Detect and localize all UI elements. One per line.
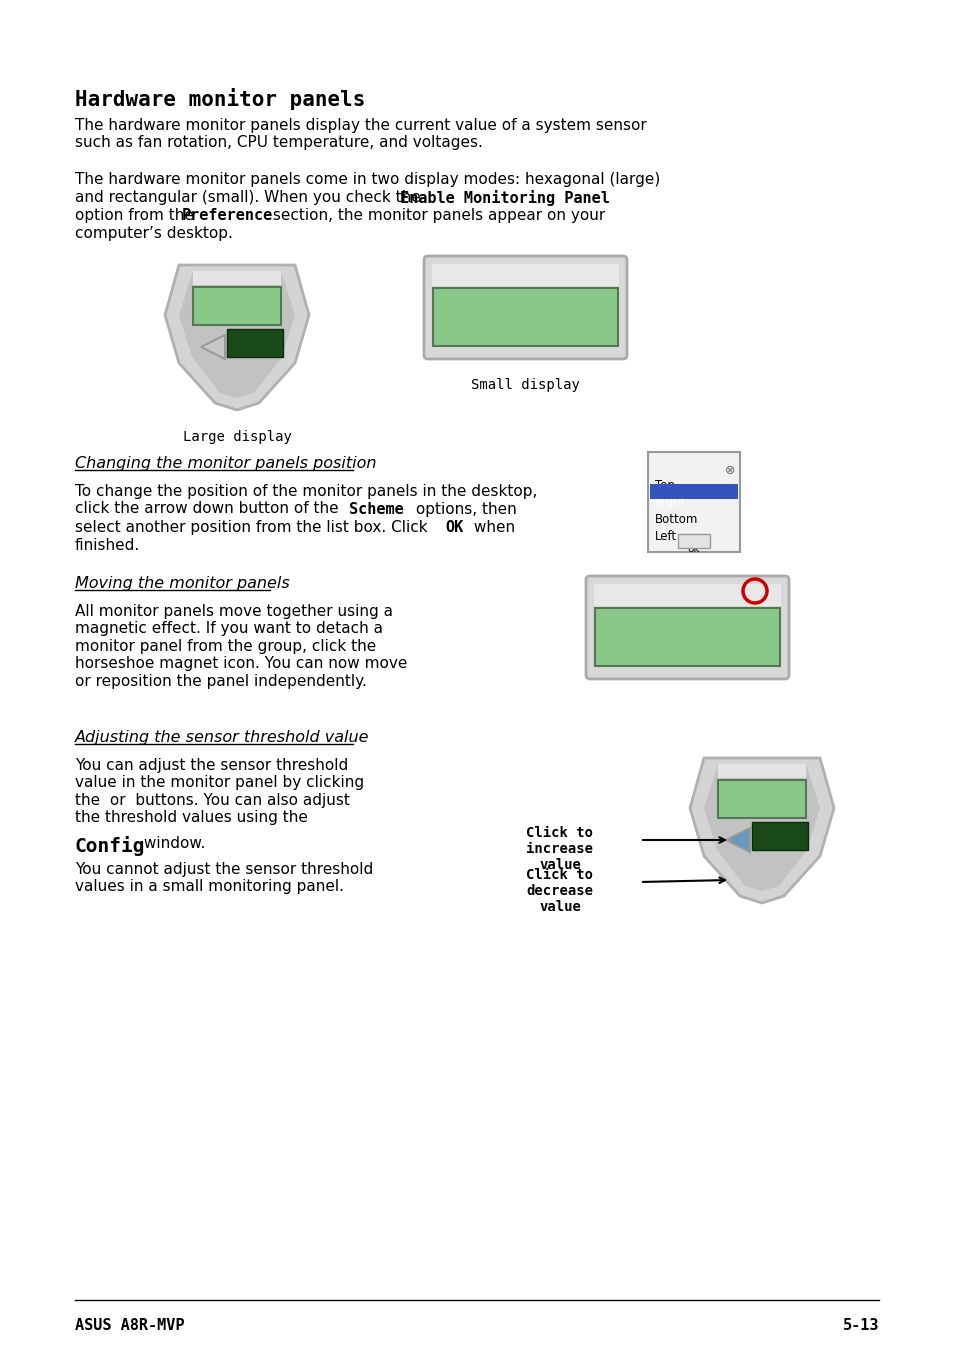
Text: Bottom: Bottom (655, 513, 698, 526)
Text: Config: Config (75, 836, 146, 857)
Text: Top: Top (655, 480, 674, 492)
Text: window.: window. (139, 836, 205, 851)
FancyBboxPatch shape (649, 484, 738, 499)
Text: and rectangular (small). When you check the: and rectangular (small). When you check … (75, 190, 425, 205)
Text: 3341 RPM: 3341 RPM (481, 309, 568, 328)
Text: Enable Monitoring Panel: Enable Monitoring Panel (399, 190, 609, 205)
Text: You cannot adjust the sensor threshold
values in a small monitoring panel.: You cannot adjust the sensor threshold v… (75, 862, 373, 894)
Text: Right: Right (655, 496, 685, 509)
Text: Small display: Small display (470, 378, 578, 392)
Polygon shape (718, 765, 805, 778)
Text: Hardware monitor panels: Hardware monitor panels (75, 88, 365, 109)
Text: Click to
decrease
value: Click to decrease value (526, 867, 593, 915)
Text: 7000: 7000 (240, 339, 270, 351)
Text: ≡⊗: ≡⊗ (234, 382, 255, 396)
FancyBboxPatch shape (423, 255, 626, 359)
Polygon shape (201, 335, 225, 359)
FancyBboxPatch shape (751, 821, 807, 850)
Text: ⊗: ⊗ (601, 276, 612, 288)
Text: Moving the monitor panels: Moving the monitor panels (75, 576, 290, 590)
Text: +: + (446, 278, 455, 288)
Text: The hardware monitor panels come in two display modes: hexagonal (large): The hardware monitor panels come in two … (75, 172, 659, 186)
Text: OK: OK (444, 520, 463, 535)
Text: All monitor panels move together using a
magnetic effect. If you want to detach : All monitor panels move together using a… (75, 604, 407, 689)
Polygon shape (193, 272, 281, 285)
Text: when: when (469, 520, 515, 535)
Text: select another position from the list box. Click: select another position from the list bo… (75, 520, 432, 535)
Text: Adjusting the sensor threshold value: Adjusting the sensor threshold value (75, 730, 369, 744)
Text: section, the monitor panels appear on your: section, the monitor panels appear on yo… (268, 208, 604, 223)
Text: option from the: option from the (75, 208, 198, 223)
Text: ⊗: ⊗ (763, 594, 774, 608)
Text: ASUS A8R-MVP: ASUS A8R-MVP (75, 1319, 184, 1333)
Text: CPU: CPU (456, 278, 478, 288)
FancyBboxPatch shape (594, 584, 781, 607)
Text: Changing the monitor panels position: Changing the monitor panels position (75, 457, 376, 471)
Text: +: + (607, 598, 617, 608)
Text: You can adjust the sensor threshold
value in the monitor panel by clicking
the  : You can adjust the sensor threshold valu… (75, 758, 364, 825)
Text: 3341 RPM: 3341 RPM (643, 630, 730, 648)
Text: ≡: ≡ (751, 594, 761, 608)
Text: +: + (725, 775, 735, 785)
FancyBboxPatch shape (193, 286, 281, 326)
FancyBboxPatch shape (432, 263, 618, 286)
Text: Large display: Large display (182, 430, 291, 444)
Text: ≡⊗: ≡⊗ (759, 875, 780, 889)
Text: 3341 RPM: 3341 RPM (200, 300, 274, 316)
Text: The hardware monitor panels display the current value of a system sensor
such as: The hardware monitor panels display the … (75, 118, 646, 150)
Text: ok: ok (687, 544, 700, 554)
Text: finished.: finished. (75, 538, 140, 553)
Text: To change the position of the monitor panels in the desktop,
click the arrow dow: To change the position of the monitor pa… (75, 484, 537, 516)
Text: 5-13: 5-13 (841, 1319, 878, 1333)
FancyBboxPatch shape (678, 534, 709, 549)
Text: options, then: options, then (411, 503, 517, 517)
Text: +: + (201, 282, 210, 292)
Text: 7005: 7005 (764, 831, 794, 844)
Polygon shape (165, 265, 309, 409)
Text: Scheme: Scheme (349, 503, 403, 517)
Polygon shape (689, 758, 833, 902)
FancyBboxPatch shape (718, 780, 805, 817)
Text: 3391 RPM: 3391 RPM (724, 793, 798, 808)
Text: ≡: ≡ (589, 276, 599, 288)
FancyBboxPatch shape (647, 453, 740, 553)
Text: ⊗: ⊗ (724, 463, 735, 477)
Text: Click to
increase
value: Click to increase value (526, 825, 593, 873)
Text: Left: Left (655, 530, 677, 543)
Text: CPU: CPU (618, 598, 640, 608)
FancyBboxPatch shape (595, 608, 780, 666)
Polygon shape (703, 765, 820, 892)
Polygon shape (179, 272, 294, 399)
Text: Preference: Preference (182, 208, 273, 223)
FancyBboxPatch shape (585, 576, 788, 680)
Polygon shape (725, 828, 749, 852)
FancyBboxPatch shape (227, 330, 283, 357)
Text: CPU: CPU (738, 775, 760, 785)
Text: CPU: CPU (213, 282, 235, 292)
FancyBboxPatch shape (433, 288, 618, 346)
Text: computer’s desktop.: computer’s desktop. (75, 226, 233, 240)
